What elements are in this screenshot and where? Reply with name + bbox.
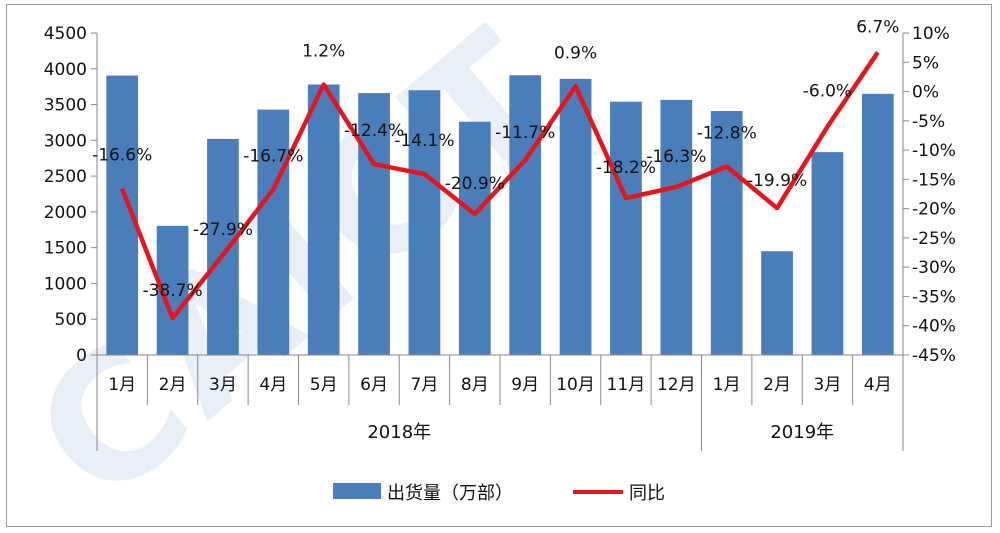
data-labels: -16.6% -38.7% -27.9% -16.7% 1.2% -12.4%-14.1%… xyxy=(92,17,899,301)
data-label: -27.9% xyxy=(193,220,253,240)
data-label: -14.1% xyxy=(394,131,454,151)
x-tick-label: 12月 xyxy=(657,375,696,395)
x-tick-label: 10月 xyxy=(556,375,595,395)
combo-chart: CAICT 0500100015002000250030003500400045… xyxy=(0,0,956,533)
data-label: 0.9% xyxy=(554,43,597,63)
y-right-tick-label: -45% xyxy=(912,346,956,366)
data-label: -16.7% xyxy=(243,146,303,166)
data-label: -19.9% xyxy=(747,171,807,191)
x-tick-label: 9月 xyxy=(511,375,539,395)
y-left-tick-label: 3500 xyxy=(44,96,87,116)
axes: 0 500 1000 1500 2000 2500 3000 3500 4000 4500 -45%… xyxy=(44,24,956,366)
y-left-tick-label: 1500 xyxy=(44,239,87,259)
data-label: -6.0% xyxy=(803,82,852,102)
x-tick-label: 1月 xyxy=(108,375,136,395)
group-label: 2018年 xyxy=(367,422,431,443)
y-left-tick-label: 500 xyxy=(55,310,87,330)
legend-label-line: 同比 xyxy=(629,483,665,504)
bar xyxy=(710,110,743,356)
y-right-tick-label: -10% xyxy=(912,141,956,161)
x-tick-label: 11月 xyxy=(607,375,646,395)
bar-series xyxy=(106,75,894,356)
y-left-tick-label: 3000 xyxy=(44,131,87,151)
bar xyxy=(660,99,693,355)
data-label: -11.7% xyxy=(495,123,555,143)
data-label: 6.7% xyxy=(856,17,899,37)
bar xyxy=(811,152,844,355)
y-left-tick-label: 4000 xyxy=(44,60,87,80)
yoy-line xyxy=(120,51,880,321)
data-label: -20.9% xyxy=(445,174,505,194)
legend-swatch-bar xyxy=(333,483,381,499)
y-right-tick-label: -30% xyxy=(912,258,956,278)
group-label: 2019年 xyxy=(770,422,834,443)
bar xyxy=(458,121,491,356)
y-left-tick-label: 1000 xyxy=(44,274,87,294)
data-label: -16.3% xyxy=(646,147,706,167)
data-label: -12.4% xyxy=(344,121,404,141)
y-right-tick-label: -20% xyxy=(912,200,956,220)
line-series xyxy=(120,51,880,321)
bar xyxy=(408,90,441,355)
y-left-tick-label: 2000 xyxy=(44,203,87,223)
bar xyxy=(257,109,290,355)
y-right-tick-label: 5% xyxy=(912,53,939,73)
y-left-tick-label: 4500 xyxy=(44,24,87,44)
x-tick-label: 4月 xyxy=(259,375,287,395)
y-right-tick-label: -35% xyxy=(912,287,956,307)
bar xyxy=(509,75,542,356)
bar xyxy=(307,84,340,356)
x-tick-label: 1月 xyxy=(713,375,741,395)
y-right-tick-label: -15% xyxy=(912,170,956,190)
x-tick-label: 2月 xyxy=(159,375,187,395)
y-left-tick-label: 2500 xyxy=(44,167,87,187)
y-right-tick-label: 0% xyxy=(912,83,939,103)
x-tick-label: 5月 xyxy=(310,375,338,395)
x-tick-label: 2月 xyxy=(763,375,791,395)
y-right-tick-label: 10% xyxy=(912,24,950,44)
y-right-tick-label: -5% xyxy=(912,112,945,132)
data-label: -38.7% xyxy=(142,281,202,301)
x-tick-label: 6月 xyxy=(360,375,388,395)
data-label: 1.2% xyxy=(302,42,345,62)
legend-label-bar: 出货量（万部） xyxy=(387,483,513,504)
x-tick-label: 8月 xyxy=(461,375,489,395)
data-label: -12.8% xyxy=(697,123,757,143)
bar xyxy=(358,93,390,356)
x-tick-label: 4月 xyxy=(864,375,892,395)
legend: 出货量（万部） 同比 xyxy=(333,483,665,504)
bar xyxy=(861,93,894,356)
bar xyxy=(610,101,642,356)
data-label: -18.2% xyxy=(596,158,656,178)
y-left-tick-label: 0 xyxy=(76,346,87,366)
x-tick-label: 3月 xyxy=(209,375,237,395)
x-tick-label: 3月 xyxy=(814,375,842,395)
y-right-tick-label: -40% xyxy=(912,317,956,337)
x-axis: 1月 2月 3月 4月 5月 6月 7月 8月 9月 10月 11月 12月 1月 2月 3月 4月 2018年… xyxy=(96,354,904,451)
y-right-tick-label: -25% xyxy=(912,229,956,249)
bar xyxy=(207,138,239,355)
x-tick-label: 7月 xyxy=(411,375,439,395)
data-label: -16.6% xyxy=(92,146,152,166)
bar xyxy=(761,251,793,355)
bar xyxy=(559,78,592,355)
